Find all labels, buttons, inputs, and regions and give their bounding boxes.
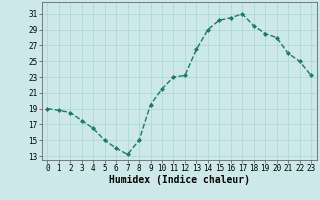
X-axis label: Humidex (Indice chaleur): Humidex (Indice chaleur): [109, 175, 250, 185]
